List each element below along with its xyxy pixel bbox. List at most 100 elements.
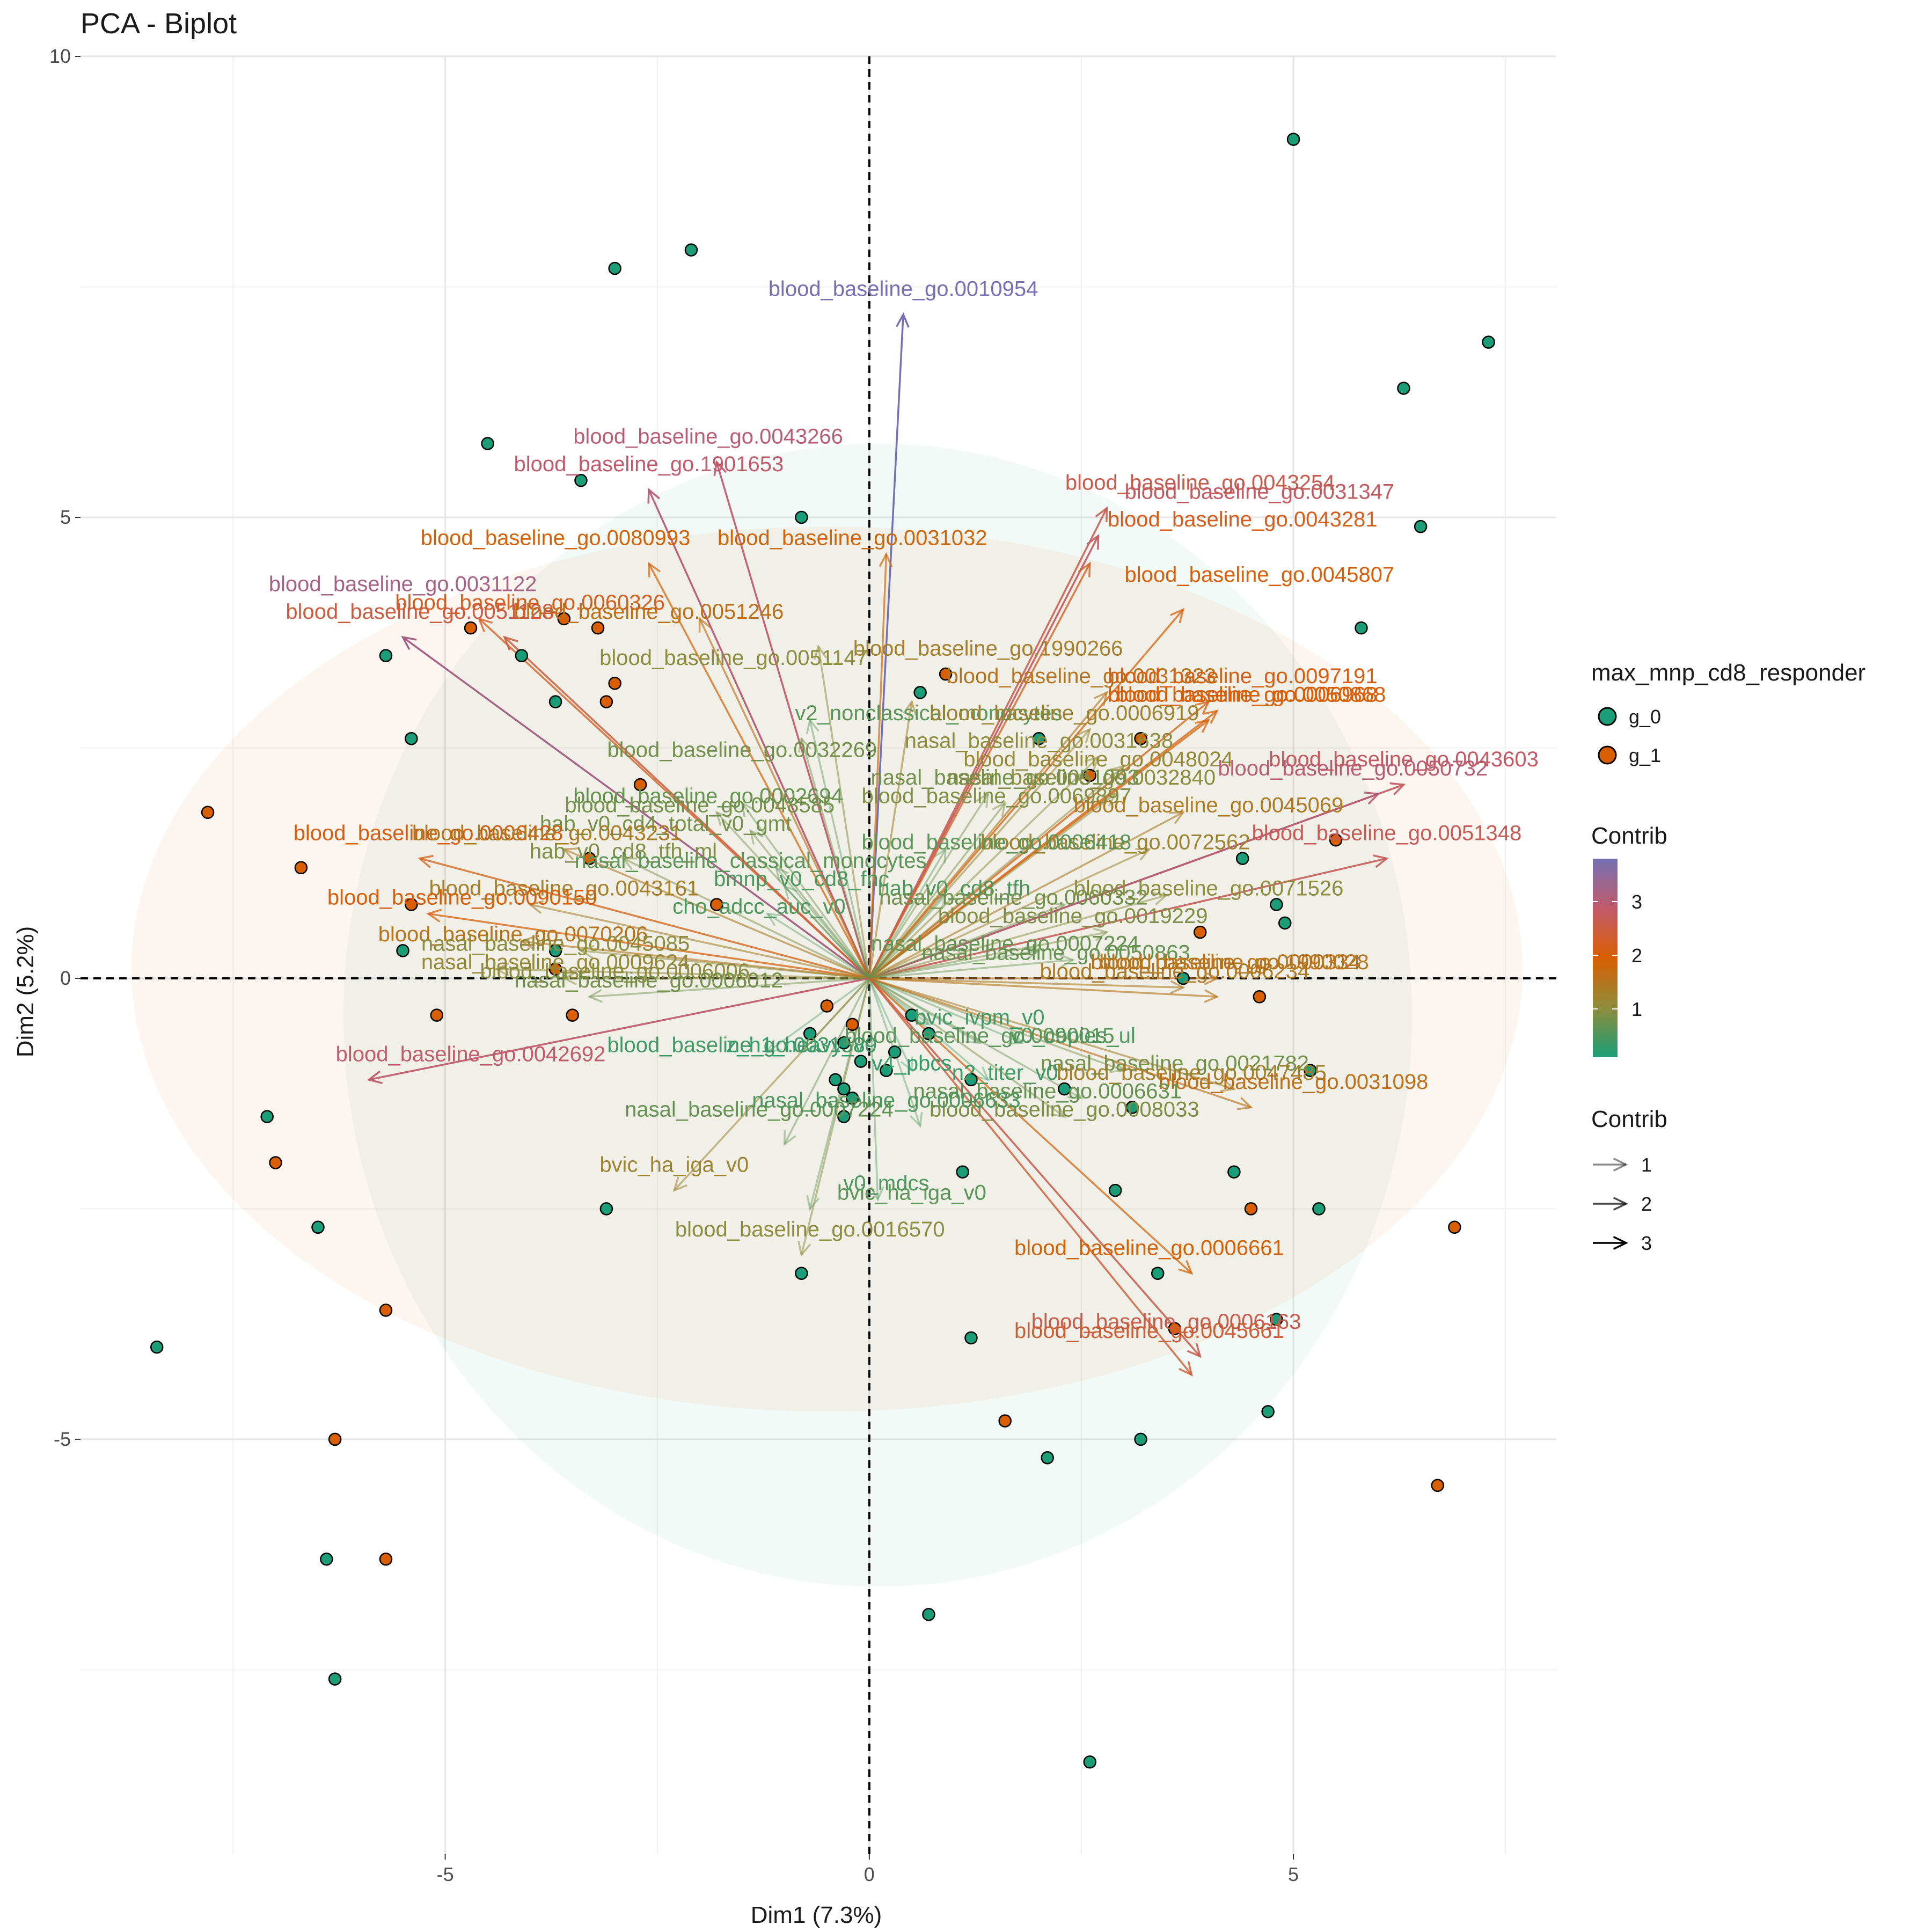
arrow-shaft [809,720,870,979]
variable-label: blood_baseline_go.0002694 [573,785,843,808]
arrow-head [797,1241,811,1257]
variable-label: v4_pbcs [872,1052,952,1075]
variable-arrow [418,855,870,979]
point-g-1 [379,1553,393,1566]
variable-label: blood_baseline_go.0071526 [1074,876,1344,900]
variable-label: blood_baseline_go.0042692 [336,1043,606,1066]
arrow-head [879,552,893,568]
variable-arrow [868,561,1091,979]
variable-arrow [869,977,1126,1073]
variable-arrow [672,977,870,1192]
ellipse-g-0 [343,443,1413,1587]
variable-label: blood_baseline_go.1990028 [1099,950,1369,974]
point-g-0 [548,944,562,957]
variable-label: n2_titer_v0 [952,1061,1058,1085]
point-g-0 [1134,1432,1147,1446]
arrow-head [975,792,990,808]
variable-arrow [868,755,1100,979]
point-g-0 [599,1202,613,1216]
arrow-head [1093,691,1108,707]
point-g-0 [150,1340,164,1354]
point-g-1 [608,676,621,690]
arrow-shaft [869,793,1379,979]
arrow-shaft [868,848,947,979]
contrib-color-bar [1593,859,1618,1057]
arrow-shaft [800,738,870,979]
arrow-shaft [868,563,1091,979]
arrow-head [1093,927,1109,942]
variable-label: blood_baseline_go.0000334 [1091,950,1360,974]
variable-label: v0_mdcs [843,1172,929,1195]
point-g-0 [574,474,588,487]
arrow-shaft [869,857,1387,979]
arrow-shaft [419,857,870,979]
arrow-head [1170,608,1185,624]
point-g-0 [913,686,927,699]
variable-label: blood_baseline_go.0090015 [845,1024,1115,1048]
variable-arrow [741,801,870,979]
arrow-shaft [869,931,1107,979]
arrow-head [648,561,661,577]
variable-arrow [868,894,947,979]
arrow-shaft [868,793,1116,979]
arrow-shaft [868,977,1201,1357]
variable-label: blood_baseline_go.0006428 [294,821,564,845]
arrow-shaft [784,978,870,1145]
variable-arrow [774,866,870,979]
arrow-head [749,829,764,845]
variable-label: bvic_ha_iga_v0 [837,1181,986,1204]
variable-label: blood_baseline_go.0080993 [421,526,691,550]
variable-label: blood_baseline_go.0006006 [480,960,750,983]
variable-label: blood_baseline_go.0097191 [1108,664,1378,688]
variable-label: v2_nonclassical_monocytes [795,701,1062,725]
arrow-shaft [868,756,1099,979]
variable-arrow [868,792,990,979]
point-g-0 [964,1073,978,1087]
point-g-1 [1244,1202,1258,1216]
variable-label: blood_baseline_go.0010954 [769,277,1038,301]
variable-arrow [868,977,1084,1100]
point-g-0 [1304,1064,1317,1077]
point-g-1 [633,778,647,792]
variable-label: bvic_ha_iga_v0 [599,1153,749,1177]
variable-label: blood_baseline_go.0043254 [1065,471,1335,494]
arrow-head [783,884,798,900]
arrow-head [1086,533,1100,550]
arrow-shaft [775,867,870,979]
variable-label: blood_baseline_go.0043281 [1108,508,1378,531]
variable-label: blood_baseline_go.0006919 [930,701,1199,725]
variable-arrow [869,977,1236,1092]
arrow-head [1050,902,1067,916]
variable-label: blood_baseline_go.0031122 [269,572,537,596]
variable-arrow [868,699,917,979]
variable-label: bmnp_v0_cd8_fnc [714,867,889,891]
arrow-shaft [564,848,870,979]
arrow-shaft [869,949,1040,979]
variable-label: nasal_baseline_go.0031638 [905,729,1173,752]
variable-arrow [868,978,884,1202]
arrow-shaft [868,609,1184,979]
legend-contrib-alpha-title: Contrib [1591,1106,1667,1132]
point-g-0 [837,1082,851,1096]
point-g-0 [803,1027,817,1041]
arrow-head [587,989,603,1003]
variable-arrow [698,617,870,979]
variable-arrow [868,977,1194,1275]
variable-label: blood_baseline_go.0045807 [1124,563,1394,587]
arrow-head [672,1176,688,1192]
chart-title: PCA - Biplot [80,8,237,40]
variable-label: blood_baseline_go.0006661 [1014,1236,1284,1260]
arrow-shaft [868,977,1065,1118]
arrow-head [798,736,811,753]
colorbar-label: 1 [1631,998,1642,1020]
point-g-0 [1058,1082,1071,1096]
arrow-head [903,699,917,715]
arrow-shaft [869,894,1167,979]
arrow-head [1152,892,1168,905]
arrow-head [910,1111,923,1128]
variable-label: blood_baseline_go.0031347 [1124,480,1394,504]
variable-label: blood_baseline_go.0043603 [1269,748,1539,771]
point-g-0 [1108,1183,1122,1197]
arrow-head [713,460,727,476]
legend-contrib-alpha: Contrib 1 2 3 [1591,1106,1667,1254]
